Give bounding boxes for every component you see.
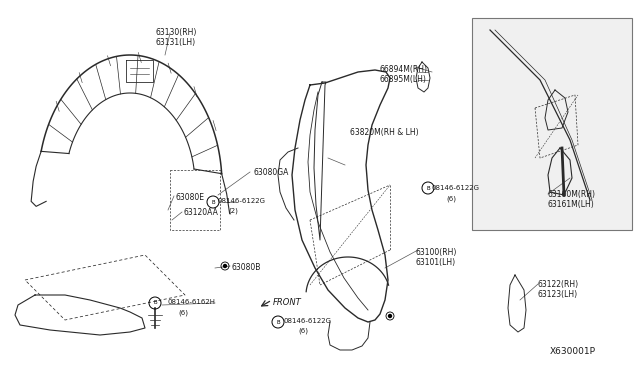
Text: X630001P: X630001P bbox=[550, 347, 596, 356]
Text: 66895M(LH): 66895M(LH) bbox=[380, 75, 427, 84]
Text: B: B bbox=[426, 186, 430, 190]
Text: (6): (6) bbox=[446, 196, 456, 202]
Text: 63130(RH): 63130(RH) bbox=[155, 28, 196, 37]
Text: 63100(RH): 63100(RH) bbox=[415, 248, 456, 257]
Text: (2): (2) bbox=[228, 208, 238, 215]
Text: 63123(LH): 63123(LH) bbox=[538, 290, 578, 299]
Text: 63820M(RH & LH): 63820M(RH & LH) bbox=[350, 128, 419, 137]
Text: 63120AA: 63120AA bbox=[183, 208, 218, 217]
Text: 63080E: 63080E bbox=[175, 193, 204, 202]
Text: 08146-6122G: 08146-6122G bbox=[432, 185, 480, 191]
Text: 63161M(LH): 63161M(LH) bbox=[548, 200, 595, 209]
Text: B: B bbox=[211, 199, 215, 205]
Text: (6): (6) bbox=[178, 309, 188, 315]
Text: (6): (6) bbox=[298, 328, 308, 334]
Text: 63122(RH): 63122(RH) bbox=[538, 280, 579, 289]
Text: 66894M(RH): 66894M(RH) bbox=[380, 65, 428, 74]
Bar bbox=[472, 18, 632, 230]
Text: 63131(LH): 63131(LH) bbox=[155, 38, 195, 47]
Circle shape bbox=[223, 264, 227, 267]
Text: FRONT: FRONT bbox=[273, 298, 301, 307]
Text: B: B bbox=[276, 320, 280, 324]
Text: 08146-6162H: 08146-6162H bbox=[168, 299, 216, 305]
Text: 63160M(RH): 63160M(RH) bbox=[548, 190, 596, 199]
Text: 08146-6122G: 08146-6122G bbox=[283, 318, 331, 324]
Text: 63080B: 63080B bbox=[232, 263, 261, 272]
Text: B: B bbox=[153, 301, 157, 305]
Circle shape bbox=[388, 314, 392, 317]
Text: 08146-6122G: 08146-6122G bbox=[218, 198, 266, 204]
Text: 63101(LH): 63101(LH) bbox=[415, 258, 455, 267]
Text: 63080GA: 63080GA bbox=[253, 168, 289, 177]
